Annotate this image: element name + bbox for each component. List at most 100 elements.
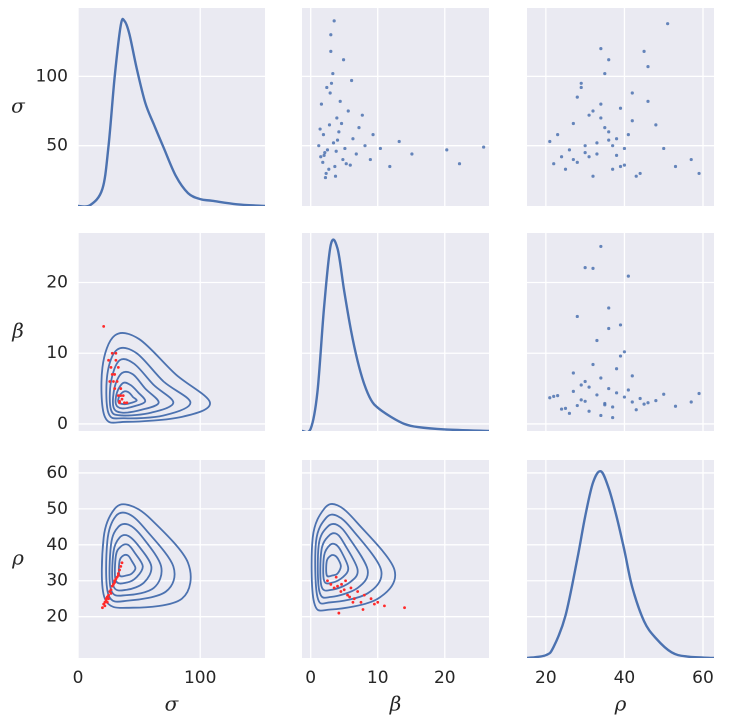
- scatter-point: [595, 393, 599, 397]
- highlight-point: [337, 611, 341, 615]
- highlight-point: [113, 387, 117, 390]
- highlight-point: [113, 373, 117, 376]
- highlight-point: [112, 380, 115, 383]
- plot-area: [548, 22, 701, 178]
- y-tick-label: 0: [57, 414, 68, 434]
- contour-line: [319, 532, 359, 592]
- y-axis-label: σ: [11, 94, 26, 118]
- scatter-point: [607, 130, 611, 134]
- scatter-point: [618, 106, 623, 110]
- highlight-point: [351, 600, 355, 604]
- scatter-point: [626, 274, 630, 278]
- scatter-point: [323, 151, 327, 155]
- scatter-point: [642, 402, 646, 406]
- highlight-point: [362, 593, 366, 597]
- scatter-point: [689, 157, 693, 162]
- y-tick-label: 50: [46, 499, 68, 519]
- y-tick-label: 50: [46, 136, 68, 156]
- scatter-point: [333, 174, 338, 178]
- panel: [527, 460, 714, 658]
- y-axis-label: β: [11, 319, 24, 343]
- scatter-point: [329, 33, 333, 37]
- scatter-point: [559, 407, 564, 411]
- scatter-point: [697, 171, 701, 176]
- scatter-point: [673, 404, 678, 408]
- scatter-point: [622, 146, 627, 151]
- scatter-point: [583, 399, 587, 403]
- scatter-point: [587, 385, 591, 389]
- highlight-point: [339, 590, 343, 593]
- scatter-point: [607, 58, 611, 62]
- contour-line: [111, 534, 153, 592]
- contour-line: [114, 381, 147, 410]
- plot-area: [100, 503, 192, 610]
- scatter-point: [579, 383, 583, 387]
- highlight-point: [116, 573, 120, 577]
- highlight-point: [119, 564, 123, 568]
- highlight-point: [336, 584, 339, 588]
- panel: [77, 233, 265, 431]
- scatter-point: [322, 153, 326, 157]
- scatter-point: [662, 146, 666, 151]
- x-tick-label: 60: [692, 668, 714, 688]
- highlight-point: [123, 401, 126, 405]
- x-tick-label: 20: [535, 668, 557, 688]
- scatter-point: [571, 121, 575, 126]
- scatter-point: [571, 157, 575, 162]
- contour-line: [113, 543, 144, 585]
- scatter-point: [368, 157, 372, 162]
- scatter-point: [630, 91, 634, 95]
- scatter-point: [329, 49, 333, 53]
- scatter-point: [599, 47, 603, 51]
- scatter-point: [339, 121, 344, 126]
- panel: [302, 460, 489, 658]
- scatter-point: [622, 395, 627, 399]
- panel: [302, 8, 489, 206]
- scatter-point: [591, 362, 595, 367]
- highlight-point: [369, 597, 373, 601]
- highlight-point: [102, 324, 106, 328]
- highlight-point: [116, 394, 120, 398]
- kde-line: [302, 238, 489, 431]
- highlight-point: [107, 593, 110, 597]
- scatter-point: [360, 113, 364, 117]
- y-tick-label: 60: [46, 463, 68, 483]
- contour-line: [105, 346, 192, 420]
- x-tick-label: 0: [305, 668, 316, 688]
- scatter-point: [338, 99, 342, 103]
- scatter-point: [595, 338, 599, 343]
- highlight-point: [114, 358, 118, 362]
- scatter-point: [552, 394, 556, 398]
- plot-area: [317, 19, 486, 180]
- y-tick-label: 100: [36, 66, 68, 86]
- plot-area: [527, 470, 714, 658]
- scatter-point: [662, 392, 666, 396]
- scatter-point: [614, 367, 619, 371]
- scatter-point: [323, 175, 328, 180]
- scatter-point: [318, 127, 322, 131]
- scatter-point: [638, 396, 642, 401]
- scatter-point: [397, 139, 401, 144]
- scatter-point: [673, 164, 678, 169]
- scatter-point: [607, 326, 611, 331]
- scatter-point: [622, 350, 627, 354]
- highlight-point: [121, 394, 125, 398]
- scatter-point: [595, 141, 599, 145]
- scatter-point: [349, 78, 354, 83]
- scatter-point: [317, 144, 321, 148]
- scatter-point: [341, 157, 345, 162]
- highlight-point: [340, 582, 343, 586]
- scatter-point: [344, 162, 348, 166]
- scatter-point: [319, 102, 324, 106]
- scatter-point: [548, 139, 552, 144]
- scatter-point: [630, 119, 634, 123]
- scatter-point: [587, 113, 591, 117]
- plot-area: [78, 17, 265, 206]
- highlight-point: [344, 579, 347, 583]
- scatter-point: [335, 116, 339, 120]
- scatter-point: [548, 396, 552, 400]
- scatter-point: [332, 19, 336, 23]
- panel-background: [302, 233, 489, 431]
- panel-background: [78, 8, 265, 206]
- scatter-point: [327, 123, 332, 127]
